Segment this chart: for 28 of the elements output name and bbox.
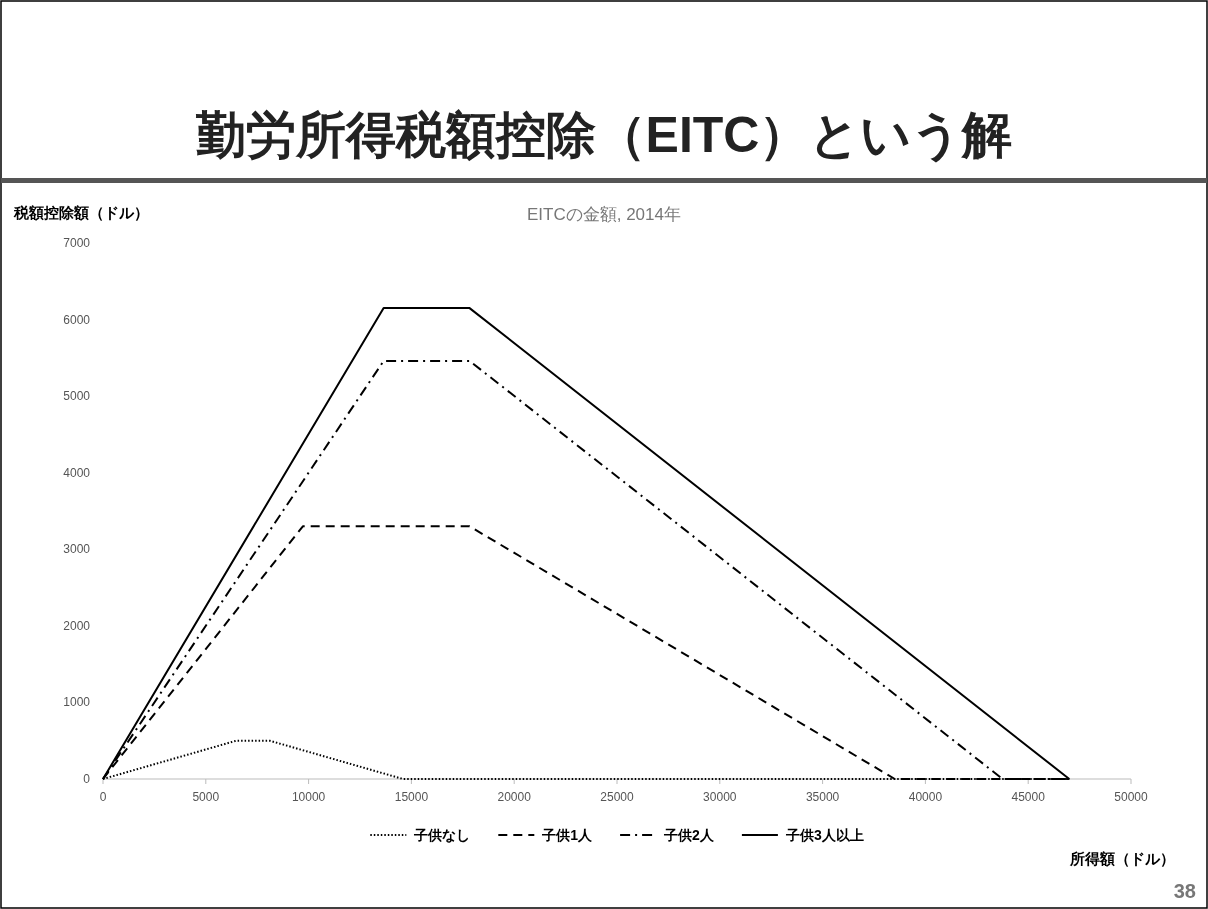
y-tick-label: 6000 [63,312,91,327]
legend-label: 子供なし [413,827,471,843]
y-axis-title: 税額控除額（ドル） [13,204,149,221]
x-tick-label: 25000 [600,790,635,804]
x-tick-label: 10000 [291,790,326,804]
chart-title: 勤労所得税額控除（EITC）という解 [194,107,1013,163]
y-tick-label: 3000 [63,542,91,557]
legend-label: 子供3人以上 [784,827,864,843]
x-tick-label: 40000 [908,790,943,804]
y-tick-label: 1000 [63,695,91,710]
y-tick-label: 0 [83,772,91,786]
chart-subtitle: EITCの金額, 2014年 [527,205,681,224]
x-tick-label: 20000 [497,790,532,804]
y-tick-label: 7000 [63,236,91,250]
x-tick-label: 45000 [1011,790,1046,804]
y-tick-label: 4000 [63,465,91,480]
y-tick-label: 5000 [63,389,91,404]
y-tick-label: 2000 [63,618,91,633]
x-tick-label: 35000 [805,790,840,804]
x-axis-title: 所得額（ドル） [1069,850,1175,867]
x-tick-label: 5000 [192,790,220,804]
x-tick-label: 50000 [1114,790,1149,804]
legend-label: 子供2人 [663,827,715,843]
x-tick-label: 30000 [703,790,737,804]
text: 38 [1173,880,1196,902]
legend-label: 子供1人 [541,827,594,843]
x-tick-label: 0 [99,790,107,804]
x-tick-label: 15000 [394,790,429,804]
